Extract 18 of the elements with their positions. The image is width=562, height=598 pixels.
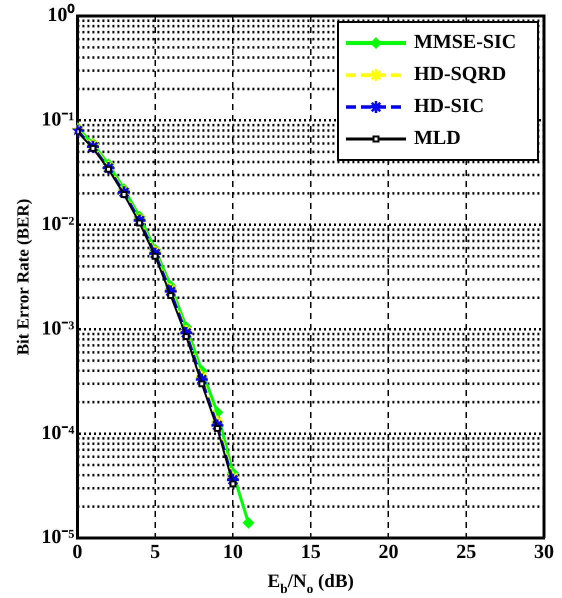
x-tick-label: 30 bbox=[534, 541, 554, 564]
x-tick-label: 25 bbox=[456, 541, 476, 564]
x-tick-label: 20 bbox=[378, 541, 398, 564]
y-tick-label: 10⁻¹ bbox=[41, 108, 74, 131]
legend-label: MLD bbox=[414, 127, 461, 150]
x-tick-label: 5 bbox=[150, 541, 160, 564]
y-tick-label: 10⁻⁴ bbox=[41, 422, 74, 444]
y-tick-label: 10⁻³ bbox=[41, 317, 74, 340]
legend-label: HD-SQRD bbox=[414, 63, 506, 86]
y-axis-title: Bit Error Rate (BER) bbox=[14, 198, 33, 356]
x-tick-label: 10 bbox=[222, 541, 243, 564]
legend-label: HD-SIC bbox=[414, 95, 484, 118]
y-tick-label: 10⁰ bbox=[47, 3, 74, 26]
legend-label: MMSE-SIC bbox=[414, 31, 516, 54]
x-tick-label: 15 bbox=[300, 541, 321, 564]
y-tick-label: 10⁻⁵ bbox=[41, 526, 74, 548]
y-tick-label: 10⁻² bbox=[41, 212, 74, 235]
x-tick-label: 0 bbox=[72, 541, 82, 564]
